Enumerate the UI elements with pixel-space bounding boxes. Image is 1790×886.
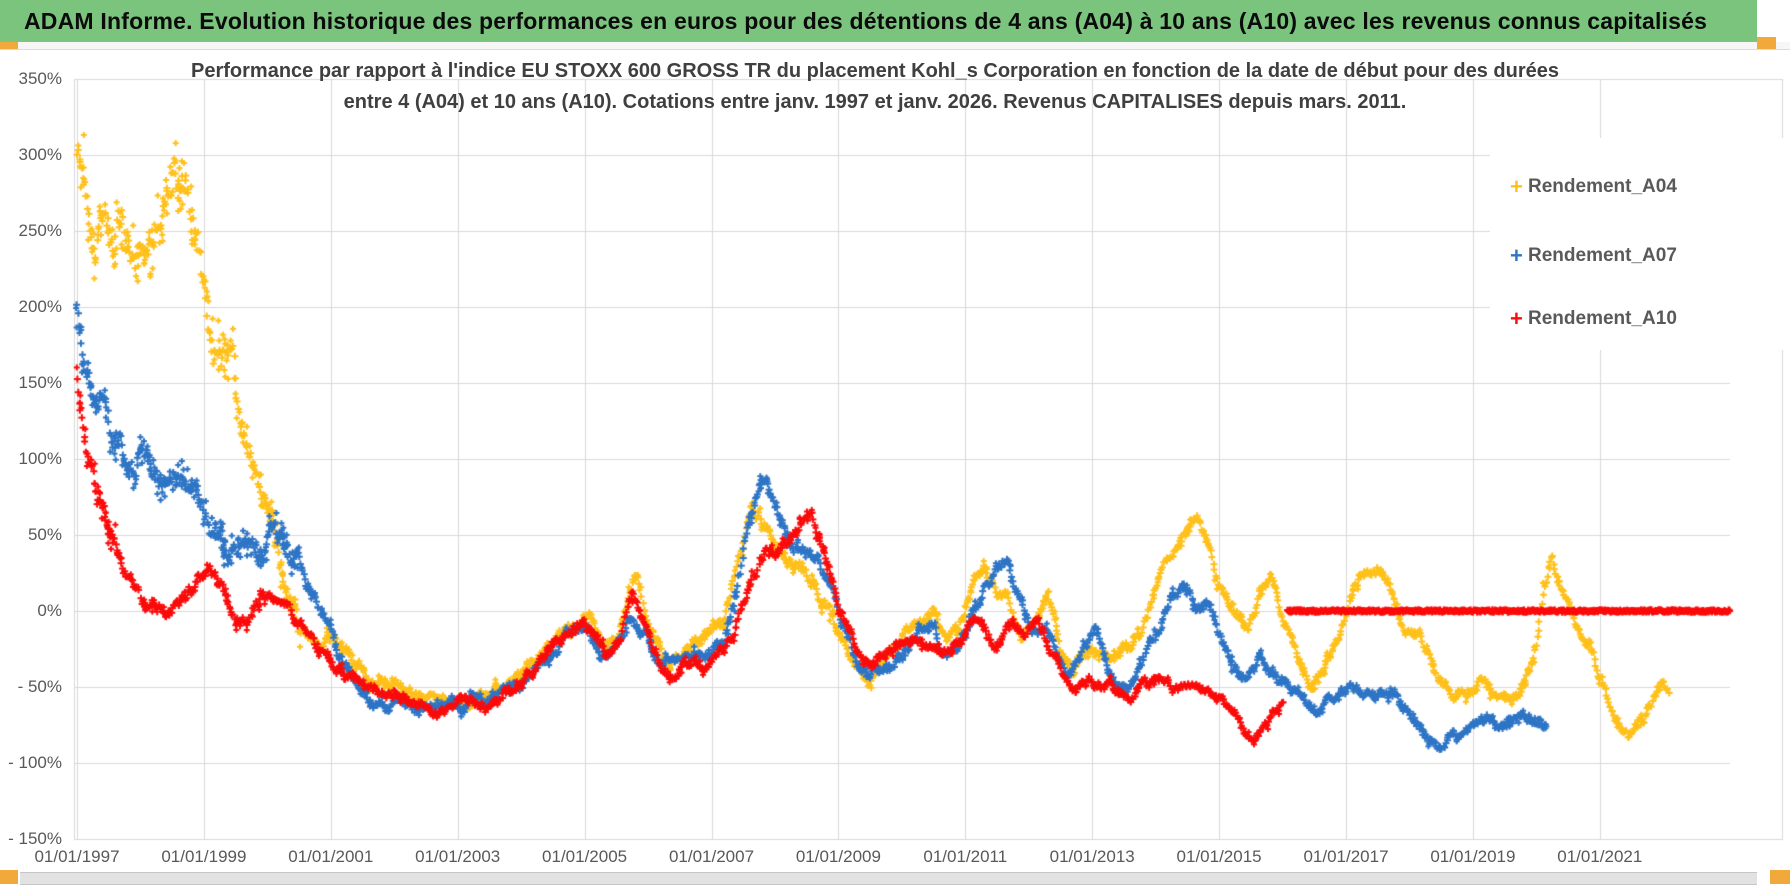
top-right-accent-square — [1757, 37, 1776, 49]
x-axis-tick-label: 01/01/2003 — [415, 847, 501, 866]
y-axis-tick-label: 300% — [18, 145, 62, 164]
x-axis-tick-label: 01/01/2015 — [1176, 847, 1262, 866]
y-axis-tick-label: 0% — [37, 601, 62, 620]
legend-entry-a07[interactable]: + Rendement_A07 — [1510, 243, 1677, 269]
chart-legend: + Rendement_A04 + Rendement_A07 + Rendem… — [1490, 138, 1788, 350]
bottom-left-accent-square — [0, 870, 18, 884]
y-axis-tick-label: 350% — [18, 69, 62, 88]
legend-label: Rendement_A04 — [1528, 176, 1677, 197]
x-axis-tick-label: 01/01/2011 — [923, 847, 1008, 866]
x-axis-tick-label: 01/01/2009 — [795, 847, 881, 866]
y-axis-tick-label: 250% — [18, 221, 62, 240]
x-axis-tick-label: 01/01/2001 — [288, 847, 374, 866]
legend-entry-a10[interactable]: + Rendement_A10 — [1510, 306, 1677, 332]
y-axis-tick-label: 200% — [18, 297, 62, 316]
legend-entry-a04[interactable]: + Rendement_A04 — [1510, 174, 1677, 200]
y-axis-tick-label: 50% — [27, 525, 62, 544]
x-axis-tick-label: 01/01/2021 — [1557, 847, 1643, 866]
chart-title-line1: Performance par rapport à l'indice EU ST… — [191, 60, 1559, 82]
plus-marker-icon: + — [1510, 243, 1523, 268]
y-axis-tick-label: - 50% — [17, 677, 62, 696]
top-strip — [0, 42, 1790, 50]
legend-label: Rendement_A07 — [1528, 245, 1677, 266]
chart-title-line2: entre 4 (A04) et 10 ans (A10). Cotations… — [343, 91, 1407, 113]
x-axis-tick-label: 01/01/2017 — [1303, 847, 1389, 866]
x-axis-tick-label: 01/01/2019 — [1430, 847, 1516, 866]
top-left-accent-square — [0, 42, 18, 49]
y-axis-tick-label: - 100% — [8, 753, 62, 772]
y-axis-tick-label: 150% — [18, 373, 62, 392]
y-axis-tick-label: - 150% — [8, 829, 62, 848]
x-axis-tick-label: 01/01/2013 — [1049, 847, 1135, 866]
header-title: ADAM Informe. Evolution historique des p… — [24, 7, 1708, 34]
y-axis-tick-label: 100% — [18, 449, 62, 468]
x-axis-tick-label: 01/01/1997 — [34, 847, 120, 866]
plus-marker-icon: + — [1510, 306, 1523, 331]
x-axis-tick-label: 01/01/2005 — [542, 847, 628, 866]
x-axis-tick-label: 01/01/2007 — [668, 847, 755, 866]
x-axis-tick-label: 01/01/1999 — [161, 847, 247, 866]
bottom-right-accent-square — [1770, 870, 1790, 884]
header-bar: ADAM Informe. Evolution historique des p… — [0, 0, 1757, 42]
horizontal-scrollbar[interactable] — [20, 872, 1757, 885]
plus-marker-icon: + — [1510, 174, 1523, 199]
chart-title: Performance par rapport à l'indice EU ST… — [75, 56, 1675, 118]
legend-label: Rendement_A10 — [1528, 308, 1677, 329]
